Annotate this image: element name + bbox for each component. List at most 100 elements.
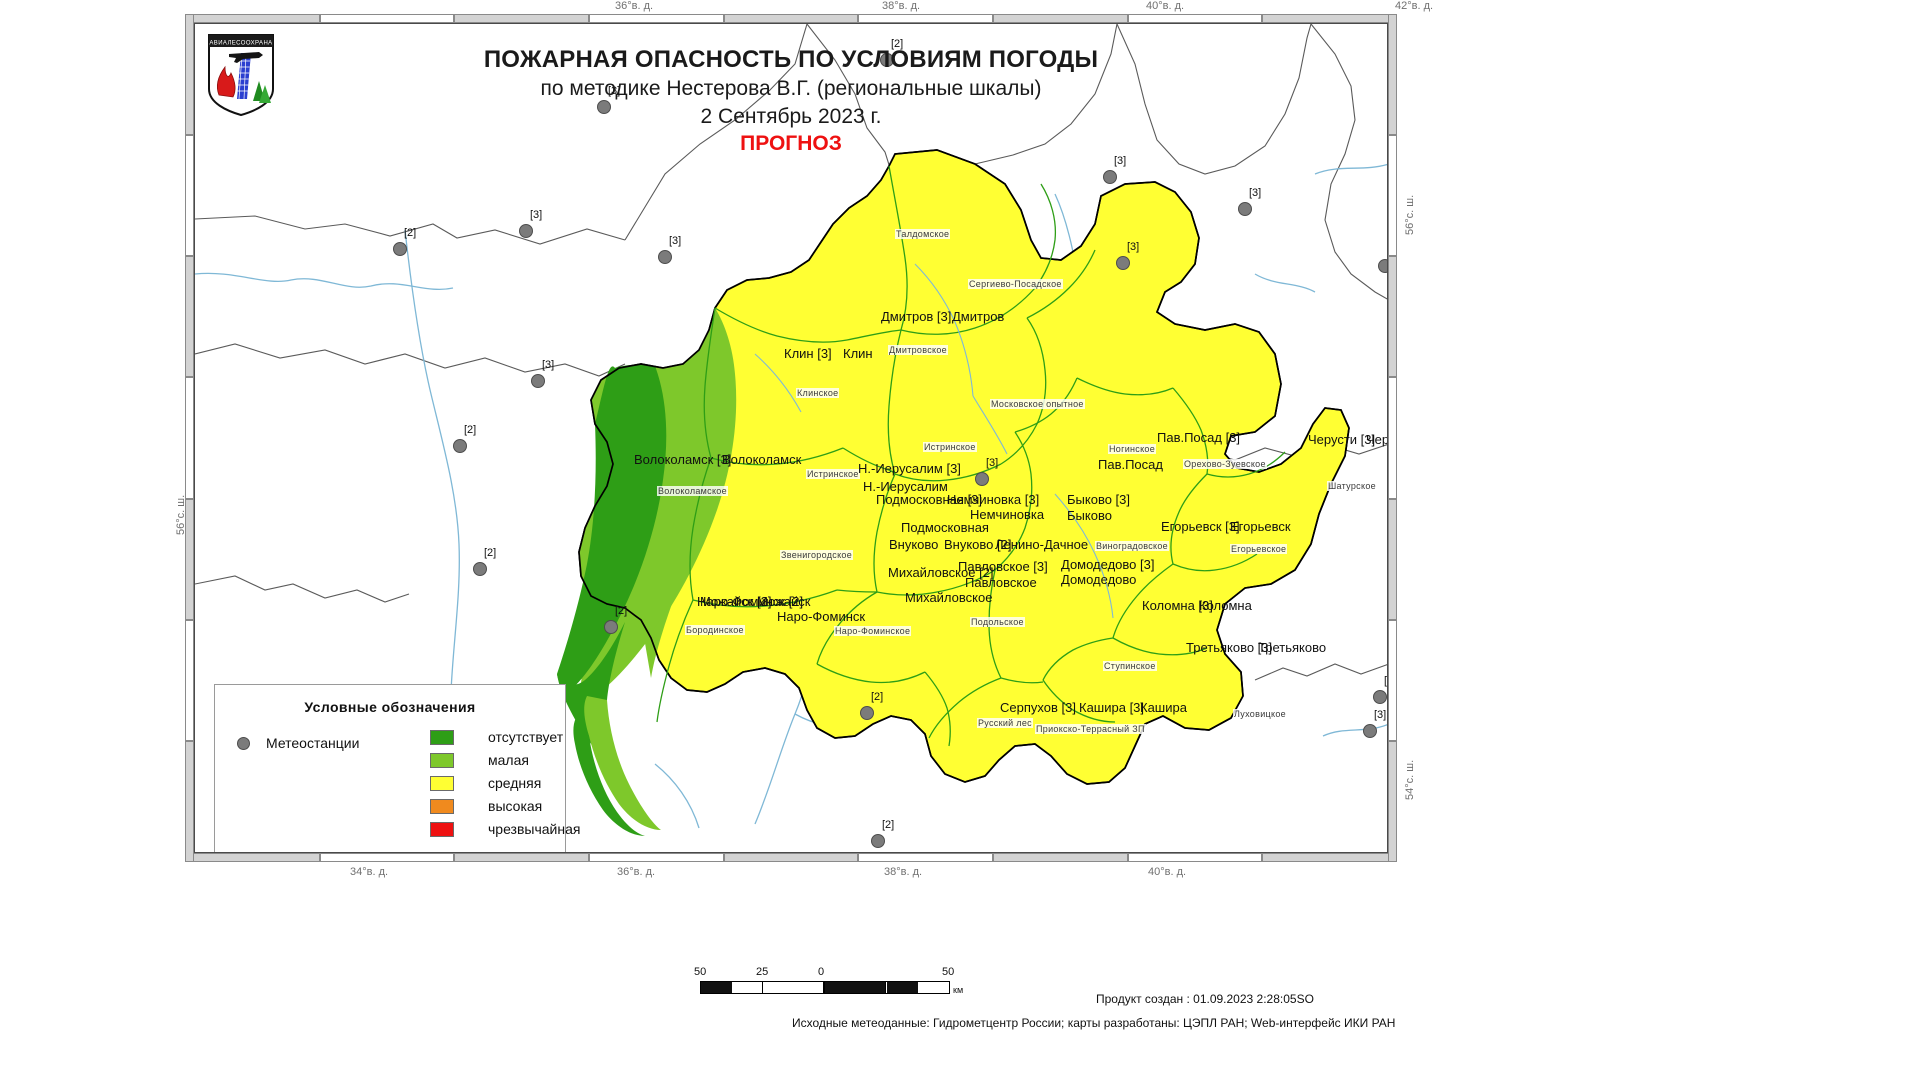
map-scalebar: 50 25 0 50 км: [694, 966, 964, 995]
station-index-badge: [2]: [484, 547, 497, 559]
station-label-indexed: Подмосковная [3]: [876, 492, 983, 507]
station-label-indexed: Волоколамск [3]: [634, 452, 732, 467]
map-canvas[interactable]: Талдомское Сергиево-Посадское Дмитровское К…: [194, 23, 1388, 853]
station-label-name: Коломна: [1199, 598, 1252, 613]
station-label-name: Павловское: [965, 575, 1037, 590]
station-label-name: Н.-Иерусалим: [863, 479, 948, 494]
meteostation-dot[interactable]: [604, 620, 618, 634]
district-label: Дмитровское: [888, 345, 948, 355]
avialesookhrana-logo: АВИАЛЕСООХРАНА: [203, 29, 279, 117]
station-index-badge: [3]: [530, 209, 543, 221]
station-label-name: Третьяково: [1258, 640, 1327, 655]
station-label-indexed: Ленино-Дачное: [995, 537, 1089, 552]
station-label-name: Черусти: [1366, 432, 1388, 447]
oblast-fill-none-sw: [573, 712, 645, 836]
meteostation-dot-icon: [237, 736, 250, 750]
station-label-name: Подмосковная: [901, 520, 989, 535]
district-label: Виноградовское: [1095, 541, 1169, 551]
station-index-badge: [2]: [404, 227, 417, 239]
meteostation-dot[interactable]: [1363, 724, 1377, 738]
meteostation-dot[interactable]: [393, 242, 407, 256]
graticule-bottom-label-1: 36°в. д.: [617, 866, 656, 878]
meteostation-dot[interactable]: [473, 562, 487, 576]
graticule-top-label-0: 36°в. д.: [615, 0, 654, 12]
station-label-name: Кашира: [1140, 700, 1187, 715]
legend-class-label-2: средняя: [488, 775, 542, 791]
legend-class-row-4: чрезвычайная: [430, 821, 720, 839]
meteostation-dot[interactable]: [1378, 259, 1387, 273]
station-label-indexed: Третьяково [3]: [1186, 640, 1273, 655]
graticule-ticks-right: [1388, 14, 1397, 862]
station-index-badge: [3]: [1374, 709, 1387, 721]
meteostation-dot[interactable]: [453, 439, 467, 453]
legend-class-row-2: средняя: [430, 775, 720, 793]
district-label: Ступинское: [1103, 661, 1157, 671]
legend-class-row-0: отсутствует: [430, 729, 720, 747]
graticule-bottom-label-3: 40°в. д.: [1148, 866, 1187, 878]
district-label: Сергиево-Посадское: [968, 279, 1063, 289]
oblast-fill-none: [557, 364, 667, 689]
station-index-badge: [2]: [882, 819, 895, 831]
scalebar-units: км: [953, 985, 964, 995]
meteostation-dot[interactable]: [597, 100, 611, 114]
scalebar-bars: [700, 981, 950, 994]
graticule-right-label-0: 56°с. ш.: [1404, 194, 1416, 235]
meteostation-dot[interactable]: [1373, 690, 1387, 704]
station-label-indexed: Можайск [2]: [700, 594, 772, 609]
meteostation-dot[interactable]: [880, 53, 894, 67]
graticule-right-label-1: 54°с. ш.: [1404, 759, 1416, 800]
station-label-indexed: Наро-Фоминск [2]: [697, 594, 804, 609]
station-label-name: Немчиновка: [970, 507, 1045, 522]
meteostation-dot[interactable]: [975, 472, 989, 486]
station-label-name: Волоколамск: [722, 452, 802, 467]
station-label-name: Домодедово: [1061, 572, 1137, 587]
station-label-indexed: Кашира [3]: [1079, 700, 1145, 715]
svg-text:АВИАЛЕСООХРАНА: АВИАЛЕСООХРАНА: [209, 41, 272, 47]
product-created-text: Продукт создан : 01.09.2023 2:28:05SO: [1096, 992, 1314, 1006]
station-index-badge: [3]: [986, 457, 999, 469]
legend-class-row-3: высокая: [430, 798, 720, 816]
district-label: Егорьевское: [1230, 544, 1288, 554]
district-label: Шатурское: [1327, 481, 1377, 491]
station-label-name: Внуково: [889, 537, 939, 552]
legend-swatch-1: [430, 753, 454, 768]
meteostation-dot[interactable]: [871, 834, 885, 848]
meteostation-dot[interactable]: [531, 374, 545, 388]
district-label: Орехово-Зуевское: [1183, 459, 1267, 469]
station-index-badge: [2]: [464, 424, 477, 436]
graticule-left-label-0: 56°с. ш.: [175, 494, 187, 535]
meteostation-dot[interactable]: [1103, 170, 1117, 184]
district-label: Бородинское: [685, 625, 745, 635]
graticule-bottom-label-2: 38°в. д.: [884, 866, 923, 878]
meteostation-dot[interactable]: [860, 706, 874, 720]
legend-class-label-0: отсутствует: [488, 729, 564, 745]
station-label-indexed: Черусти [3]: [1308, 432, 1376, 447]
title-line-3: 2 Сентябрь 2023 г.: [700, 104, 882, 128]
meteostation-dot[interactable]: [519, 224, 533, 238]
forecast-badge: ПРОГНОЗ: [740, 132, 842, 156]
station-index-badge: [2]: [891, 38, 904, 50]
district-label: Русский лес: [977, 718, 1033, 728]
station-label-name: Быково: [1067, 508, 1112, 523]
legend-swatch-2: [430, 776, 454, 791]
station-label-indexed: Немчиновка [3]: [947, 492, 1040, 507]
station-index-badge: [2]: [615, 605, 628, 617]
scalebar-tick-label: 50: [694, 966, 707, 978]
graticule-ticks-top: [185, 14, 1397, 23]
district-label: Приокско-Террасный ЗП: [1035, 724, 1146, 734]
station-label-name: Егорьевск: [1230, 519, 1291, 534]
graticule-top-label-right: 42°в. д.: [1395, 0, 1434, 12]
station-label-indexed: Михайловское [2]: [888, 565, 994, 580]
station-label-name: Михайловское: [905, 590, 993, 605]
graticule-ticks-bottom: [185, 853, 1397, 862]
meteostation-dot[interactable]: [658, 250, 672, 264]
district-label: Истринское: [923, 442, 977, 452]
station-label-indexed: Павловское [3]: [958, 559, 1048, 574]
meteostation-dot[interactable]: [1238, 202, 1252, 216]
station-index-badge: [3]: [1384, 675, 1388, 687]
station-label-indexed: Пав.Посад [3]: [1157, 430, 1241, 445]
station-label-indexed: Клин [3]: [784, 346, 832, 361]
station-index-badge: [3]: [1249, 187, 1262, 199]
meteostation-dot[interactable]: [1116, 256, 1130, 270]
station-label-indexed: Серпухов [3]: [1000, 700, 1076, 715]
